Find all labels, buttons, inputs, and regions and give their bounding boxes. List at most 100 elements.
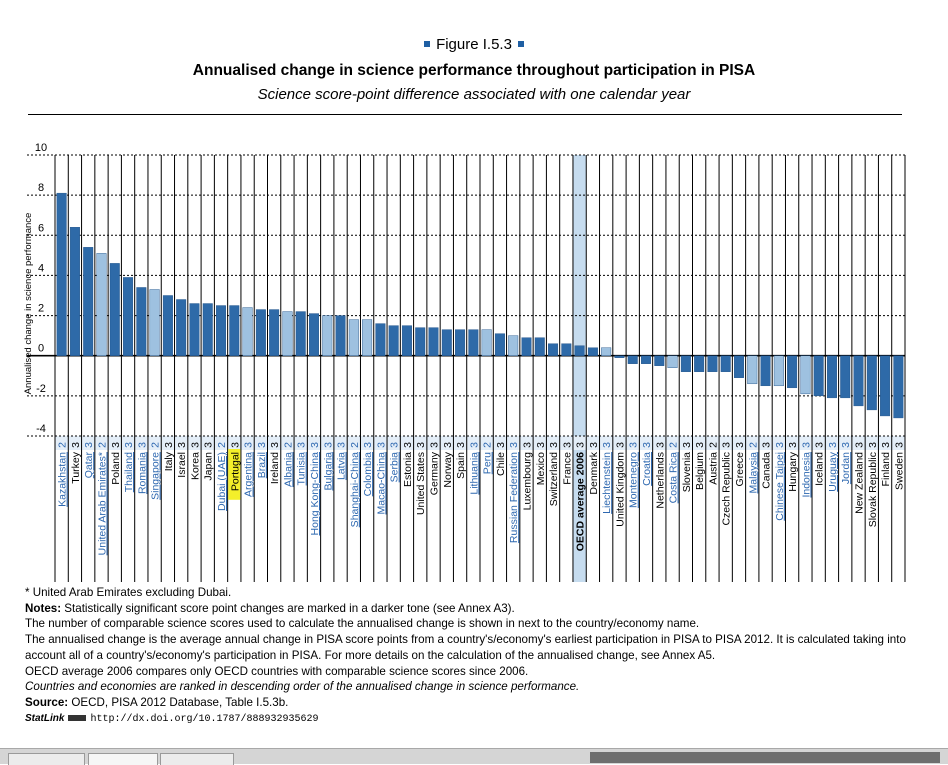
score-count-label: 2 [96, 442, 108, 448]
bar [282, 311, 293, 356]
category-label-group: 3 Japan [203, 442, 215, 481]
category-label[interactable]: Peru [482, 452, 494, 474]
horizontal-scrollbar[interactable] [590, 752, 940, 763]
bar [880, 355, 891, 417]
category-label-group: 3 Lithuania [468, 442, 480, 495]
score-count-label: 3 [548, 442, 560, 448]
category-label[interactable]: Thailand [123, 452, 135, 492]
category-label[interactable]: Dubai (UAE) [216, 452, 228, 511]
category-label-group: 3 Tunisia [296, 442, 308, 486]
category-label-group: 3 Portugal [228, 442, 241, 500]
category-label[interactable]: Uruguay [827, 451, 839, 491]
notes-label: Notes: [25, 601, 62, 615]
category-label: Slovenia [681, 452, 693, 492]
category-label[interactable]: Malaysia [747, 452, 759, 494]
viewer-tab-1[interactable] [8, 753, 85, 765]
score-count-label: 3 [601, 442, 613, 448]
category-label[interactable]: Montenegro [628, 452, 640, 508]
category-label-group: 2 Dubai (UAE) [216, 442, 228, 511]
category-label-group: 3 Russian Federation [508, 442, 520, 543]
category-label-group: 2 Singapore [150, 442, 162, 500]
bar [322, 315, 333, 356]
category-label-group: 2 Malaysia [747, 442, 759, 494]
category-label-group: 3 Mexico [535, 442, 547, 485]
category-label[interactable]: Argentina [243, 452, 255, 497]
bar [348, 319, 359, 356]
category-label[interactable]: Russian Federation [508, 452, 520, 543]
category-label[interactable]: United Arab Emirates* [96, 452, 108, 555]
category-label-group: 3 Uruguay [827, 442, 839, 492]
bar [123, 277, 134, 356]
category-label[interactable]: Costa Rica [668, 452, 680, 504]
category-label[interactable]: Chinese Taipei [774, 452, 786, 521]
bar [760, 355, 771, 387]
category-label[interactable]: Latvia [336, 452, 348, 480]
category-label[interactable]: Romania [136, 452, 148, 494]
category-label: Austria [707, 452, 719, 485]
category-label[interactable]: Colombia [362, 452, 374, 497]
category-label: Netherlands [654, 452, 666, 509]
bar [694, 355, 705, 372]
category-label[interactable]: Kazakhstan [57, 452, 69, 507]
category-label[interactable]: Albania [282, 452, 294, 487]
statlink-icon [68, 714, 87, 721]
oecd-average-highlight-band [572, 155, 587, 582]
bar [574, 345, 585, 356]
category-label[interactable]: Bulgaria [322, 452, 334, 491]
category-label[interactable]: Shanghai-China [349, 452, 361, 527]
category-label[interactable]: Brazil [256, 452, 268, 478]
category-label-group: 3 Montenegro [628, 442, 640, 508]
category-label-group: 3 Slovenia [681, 442, 693, 492]
score-count-label: 2 [747, 442, 759, 448]
bar [468, 329, 479, 356]
category-label-group: 3 Jordan [840, 442, 852, 484]
category-label-group: 3 Slovak Republic [867, 442, 879, 527]
viewer-tab-3[interactable] [160, 753, 234, 765]
y-tick-label: 4 [38, 262, 44, 274]
category-label[interactable]: Qatar [83, 452, 95, 479]
category-label[interactable]: Serbia [389, 452, 401, 483]
category-label[interactable]: Lithuania [468, 452, 480, 495]
category-label-group: 2 Kazakhstan [57, 442, 69, 507]
category-label-group: 3 Brazil [256, 442, 268, 478]
score-count-label: 3 [535, 442, 547, 448]
category-label[interactable]: Tunisia [296, 452, 308, 486]
category-label: Israel [176, 452, 188, 478]
bar [255, 309, 266, 356]
score-count-label: 3 [402, 442, 414, 448]
bar [441, 329, 452, 356]
y-tick-label: 6 [38, 222, 44, 234]
category-label-group: 3 Norway [442, 442, 454, 488]
category-label[interactable]: Jordan [840, 452, 852, 484]
category-label-group: 3 United States [415, 442, 427, 515]
bar [362, 319, 373, 356]
category-label[interactable]: Macao-China [375, 452, 387, 515]
category-label-group: 3 Korea [189, 442, 201, 480]
category-label[interactable]: Hong Kong-China [309, 452, 321, 536]
category-label: United States [415, 452, 427, 515]
bar [826, 355, 837, 399]
category-label: Portugal [229, 452, 241, 491]
category-label-group: 3 Hong Kong-China [309, 442, 321, 536]
category-label-group: 3 Switzerland [548, 442, 560, 506]
score-count-label: 3 [203, 442, 215, 448]
category-label-group: 3 Greece [734, 442, 746, 487]
viewer-tab-2[interactable] [88, 753, 158, 765]
y-axis-label: Annualised change in science performance [23, 213, 34, 395]
category-label: France [561, 452, 573, 485]
bar [627, 355, 638, 364]
score-count-label: 3 [827, 442, 839, 448]
score-count-label: 3 [322, 442, 334, 448]
statlink-url[interactable]: http://dx.doi.org/10.1787/888932935629 [90, 713, 319, 725]
bar [69, 227, 80, 356]
statlink-label: StatLink [25, 712, 65, 724]
category-label[interactable]: Croatia [641, 452, 653, 486]
category-label: Mexico [535, 452, 547, 485]
figure-marker-right [517, 41, 524, 48]
category-label[interactable]: Liechtenstein [601, 452, 613, 514]
category-label[interactable]: Indonesia [800, 452, 812, 498]
category-label[interactable]: Singapore [150, 452, 162, 500]
score-count-label: 2 [668, 442, 680, 448]
statlink[interactable]: StatLink http://dx.doi.org/10.1787/888932… [25, 711, 930, 728]
score-count-label: 3 [641, 442, 653, 448]
